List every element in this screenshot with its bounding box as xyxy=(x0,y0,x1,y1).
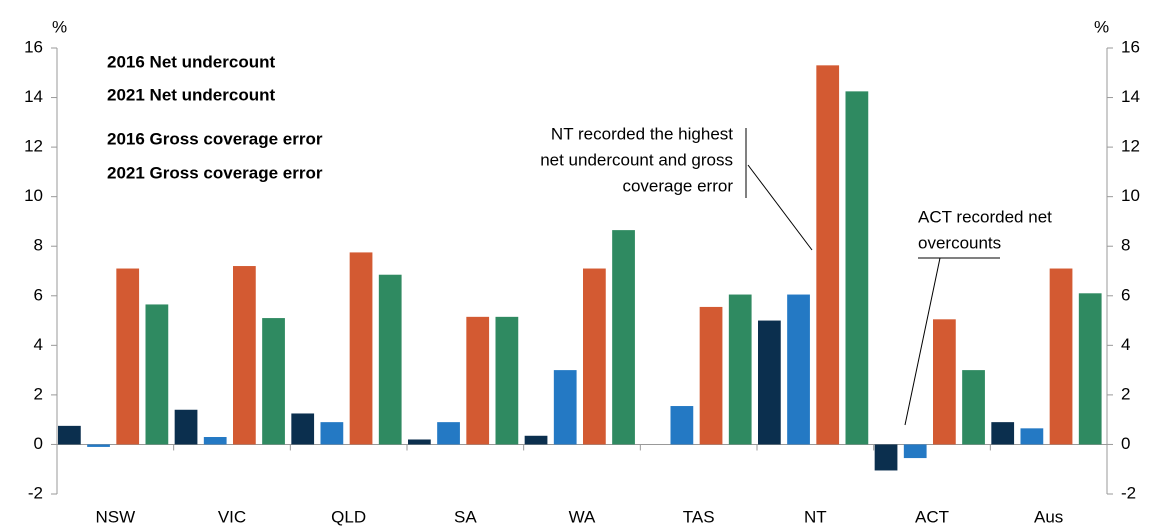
y2-tick-label: -2 xyxy=(1121,483,1136,502)
bar xyxy=(1078,293,1102,445)
bar xyxy=(845,91,869,445)
x-tick-label: NT xyxy=(804,507,827,526)
bar xyxy=(203,437,227,445)
bar xyxy=(699,306,723,445)
bar xyxy=(262,318,285,445)
y2-tick-label: 8 xyxy=(1121,236,1130,255)
bar xyxy=(728,294,752,445)
x-tick-label: NSW xyxy=(95,507,135,526)
bar xyxy=(116,268,140,445)
bar xyxy=(933,319,956,445)
y-tick-label: 4 xyxy=(34,335,43,354)
bar xyxy=(466,316,490,445)
legend-entry: 2016 Gross coverage error xyxy=(107,129,323,148)
x-tick-label: VIC xyxy=(218,507,246,526)
y-tick-label: 12 xyxy=(24,137,43,156)
bar xyxy=(233,266,256,445)
bar xyxy=(378,274,402,445)
y2-tick-label: 0 xyxy=(1121,434,1130,453)
bar xyxy=(670,406,694,445)
legend-entry: 2021 Gross coverage error xyxy=(107,163,323,182)
y-tick-label: -2 xyxy=(28,483,43,502)
bar xyxy=(612,230,635,445)
x-tick-label: WA xyxy=(569,507,596,526)
x-tick-label: ACT xyxy=(915,507,949,526)
y2-tick-label: 14 xyxy=(1121,87,1140,106)
bar xyxy=(991,422,1015,445)
bar xyxy=(524,435,548,445)
bar xyxy=(408,439,431,445)
bar xyxy=(145,304,169,445)
y-tick-label: 6 xyxy=(34,285,43,304)
y-unit-left: % xyxy=(52,17,67,36)
y2-tick-label: 16 xyxy=(1121,37,1140,56)
bar xyxy=(1020,428,1044,445)
connector xyxy=(747,164,813,251)
y-tick-label: 8 xyxy=(34,236,43,255)
annotation: net undercount and gross xyxy=(540,150,733,169)
y-tick-label: 2 xyxy=(34,384,43,403)
bar xyxy=(437,422,460,445)
x-tick-label: TAS xyxy=(683,507,715,526)
y-tick-label: 14 xyxy=(24,87,43,106)
bar xyxy=(583,268,606,445)
bar xyxy=(903,444,927,459)
y-tick-label: 16 xyxy=(24,37,43,56)
bar xyxy=(1049,268,1073,445)
y2-tick-label: 10 xyxy=(1121,186,1140,205)
bar xyxy=(320,422,344,445)
bar xyxy=(553,370,577,445)
bar xyxy=(58,425,81,445)
bar xyxy=(816,65,840,445)
legend-entry: 2016 Net undercount xyxy=(107,52,275,71)
connector xyxy=(904,257,941,426)
x-tick-label: QLD xyxy=(331,507,366,526)
y-unit-right: % xyxy=(1094,17,1109,36)
bar xyxy=(787,294,810,445)
x-tick-label: Aus xyxy=(1034,507,1063,526)
bar xyxy=(874,444,898,471)
bar xyxy=(291,413,315,445)
annotation: NT recorded the highest xyxy=(551,124,733,143)
annotation: overcounts xyxy=(918,233,1001,252)
bar xyxy=(962,370,985,445)
annotation: coverage error xyxy=(622,176,733,195)
legend-entry: 2021 Net undercount xyxy=(107,85,275,104)
bar xyxy=(758,320,781,445)
y2-tick-label: 6 xyxy=(1121,285,1130,304)
bar xyxy=(87,444,110,447)
y2-tick-label: 12 xyxy=(1121,137,1140,156)
bar xyxy=(349,252,373,445)
y2-tick-label: 4 xyxy=(1121,335,1130,354)
annotation-connectors xyxy=(745,128,1000,426)
y-tick-label: 0 xyxy=(34,434,43,453)
y-tick-label: 10 xyxy=(24,186,43,205)
x-tick-label: SA xyxy=(454,507,477,526)
bar xyxy=(174,409,198,445)
y2-tick-label: 2 xyxy=(1121,384,1130,403)
annotation: ACT recorded net xyxy=(918,207,1052,226)
bar xyxy=(495,316,519,445)
